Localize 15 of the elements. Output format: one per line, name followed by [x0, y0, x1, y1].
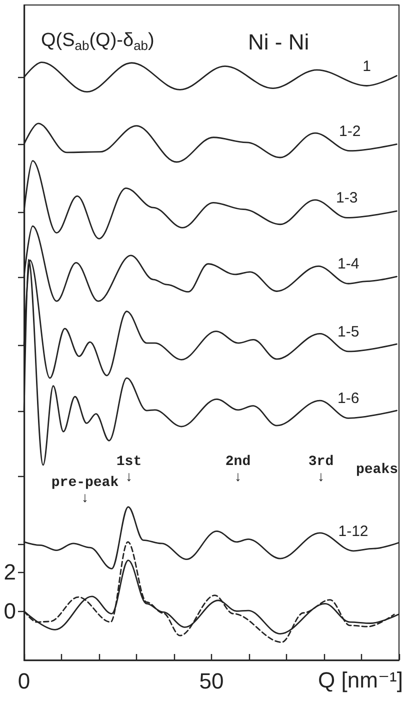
annotation: peaks [356, 462, 398, 478]
series-label: 1-4 [338, 256, 360, 273]
series-label: 1-2 [339, 122, 361, 140]
annotation: 3rd ↓ [308, 454, 334, 486]
annotation: 2nd ↓ [225, 454, 251, 486]
y-tick-label: 2 [4, 560, 16, 585]
series-label: 1-12 [338, 522, 368, 540]
series-label: 1 [362, 58, 371, 75]
series-label: 1-6 [338, 390, 360, 408]
x-tick-label: 50 [199, 668, 224, 694]
series-label: 1-5 [338, 323, 360, 340]
series-label: 1-3 [336, 190, 358, 207]
x-axis-title: Q [nm⁻¹] [318, 668, 403, 692]
text: Ni - Ni [248, 30, 310, 54]
annotation: pre-peak ↓ [51, 475, 119, 507]
